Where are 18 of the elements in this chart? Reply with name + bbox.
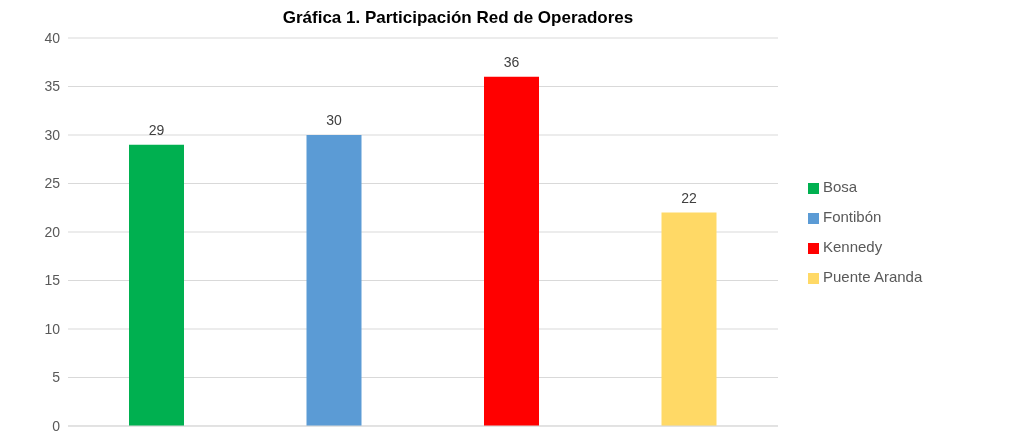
- y-tick-label: 20: [44, 223, 61, 240]
- y-tick-label: 25: [44, 175, 61, 192]
- data-label: 30: [326, 112, 342, 128]
- legend-label: Puente Aranda: [823, 268, 923, 285]
- y-tick-label: 5: [52, 369, 61, 386]
- data-label: 36: [503, 53, 520, 70]
- chart-title: Gráfica 1. Participación Red de Operadores: [281, 8, 635, 28]
- legend-label: Bosa: [823, 178, 858, 195]
- legend-label: Fontibón: [823, 208, 882, 225]
- y-tick-label: 30: [44, 126, 61, 143]
- data-label: 29: [148, 121, 165, 138]
- y-tick-label: 0: [52, 417, 61, 434]
- y-tick-label: 10: [44, 320, 61, 337]
- legend-label: Kennedy: [823, 238, 883, 255]
- data-label: 22: [681, 189, 697, 206]
- y-tick-label: 35: [44, 78, 61, 95]
- y-tick-label: 40: [44, 29, 61, 46]
- y-tick-label: 15: [44, 272, 61, 289]
